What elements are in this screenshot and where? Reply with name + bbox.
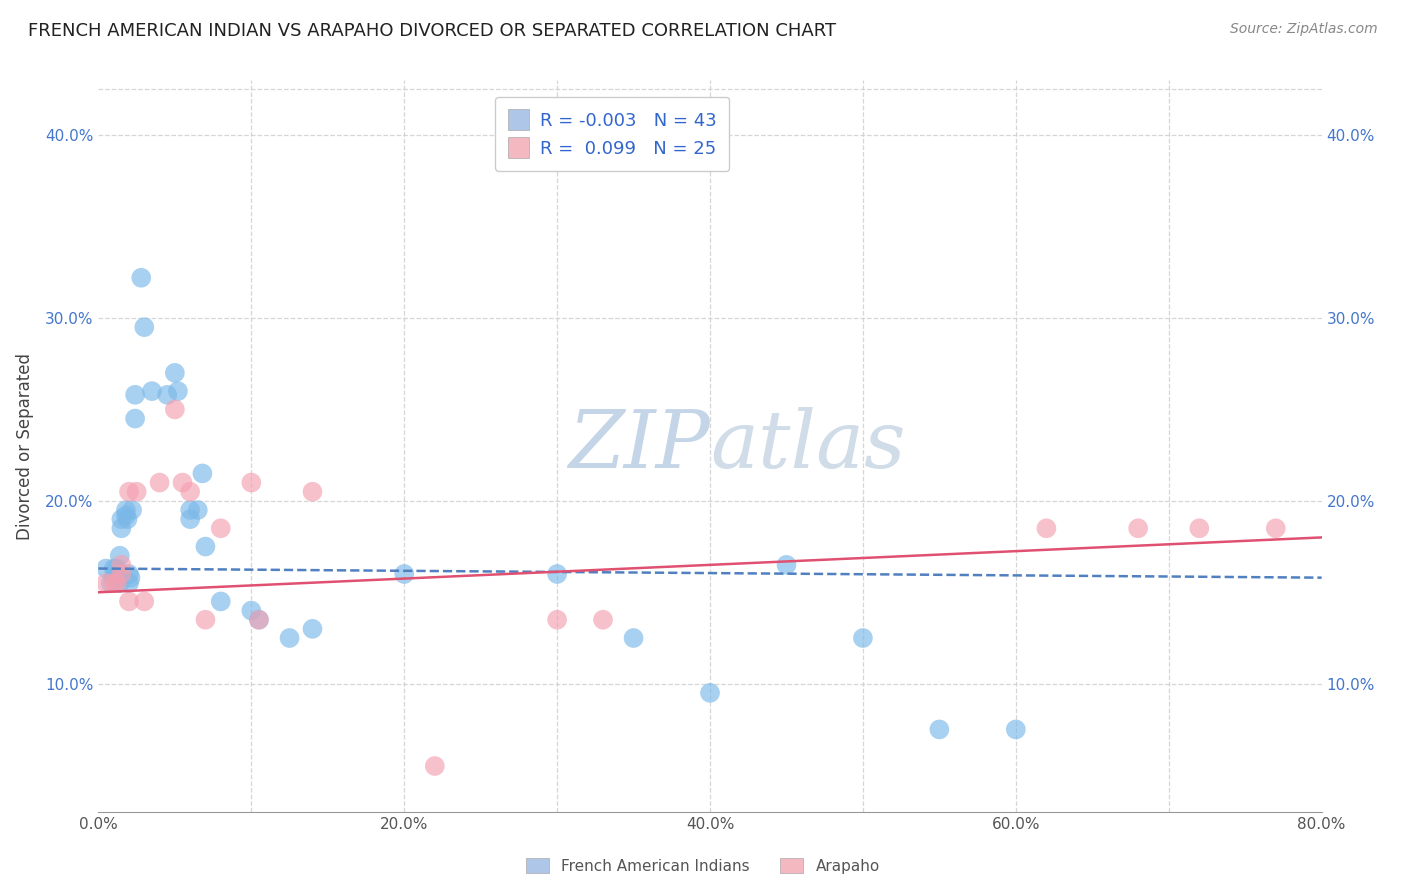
Point <box>129 270 152 285</box>
Point <box>125 484 148 499</box>
Point <box>110 567 132 582</box>
Point <box>247 613 270 627</box>
Point <box>592 613 614 627</box>
Point <box>163 366 186 380</box>
Point <box>179 484 201 499</box>
Point <box>209 594 232 608</box>
Point <box>115 503 138 517</box>
Text: FRENCH AMERICAN INDIAN VS ARAPAHO DIVORCED OR SEPARATED CORRELATION CHART: FRENCH AMERICAN INDIAN VS ARAPAHO DIVORC… <box>28 22 837 40</box>
Point <box>179 512 201 526</box>
Point <box>194 613 217 627</box>
Point <box>118 567 141 582</box>
Point <box>124 388 146 402</box>
Point <box>100 576 122 591</box>
Point <box>118 594 141 608</box>
Point <box>247 613 270 627</box>
Point <box>240 475 263 490</box>
Point <box>699 686 721 700</box>
Point <box>172 475 194 490</box>
Point <box>1128 521 1150 535</box>
Point <box>115 508 138 523</box>
Text: Source: ZipAtlas.com: Source: ZipAtlas.com <box>1230 22 1378 37</box>
Point <box>423 759 446 773</box>
Point <box>110 512 132 526</box>
Point <box>775 558 797 572</box>
Y-axis label: Divorced or Separated: Divorced or Separated <box>15 352 34 540</box>
Point <box>163 402 186 417</box>
Legend: French American Indians, Arapaho: French American Indians, Arapaho <box>520 852 886 880</box>
Point <box>105 561 128 575</box>
Point <box>118 484 141 499</box>
Point <box>103 561 125 575</box>
Point <box>240 603 263 617</box>
Point <box>103 571 125 585</box>
Legend: R = -0.003   N = 43, R =  0.099   N = 25: R = -0.003 N = 43, R = 0.099 N = 25 <box>495 96 730 171</box>
Point <box>179 503 201 517</box>
Point <box>134 594 156 608</box>
Point <box>1004 723 1026 737</box>
Point <box>118 576 141 591</box>
Point <box>110 521 132 535</box>
Point <box>623 631 645 645</box>
Point <box>108 549 131 563</box>
Point <box>124 411 146 425</box>
Point <box>117 512 139 526</box>
Point <box>167 384 190 398</box>
Point <box>120 571 142 585</box>
Point <box>110 558 132 572</box>
Point <box>121 503 143 517</box>
Point <box>301 484 323 499</box>
Point <box>546 613 568 627</box>
Point <box>392 567 416 582</box>
Point <box>1188 521 1211 535</box>
Text: atlas: atlas <box>710 408 905 484</box>
Point <box>1035 521 1057 535</box>
Point <box>187 503 209 517</box>
Point <box>209 521 232 535</box>
Point <box>1264 521 1286 535</box>
Point <box>928 723 950 737</box>
Point <box>546 567 568 582</box>
Point <box>94 576 117 591</box>
Point <box>301 622 323 636</box>
Point <box>191 467 214 481</box>
Point <box>105 576 128 591</box>
Point <box>852 631 875 645</box>
Point <box>108 576 131 591</box>
Point <box>156 388 179 402</box>
Point <box>194 540 217 554</box>
Point <box>149 475 172 490</box>
Point <box>94 561 117 575</box>
Point <box>141 384 163 398</box>
Point <box>278 631 301 645</box>
Point <box>134 320 156 334</box>
Point <box>105 573 128 587</box>
Point <box>103 576 125 591</box>
Text: ZIP: ZIP <box>568 408 710 484</box>
